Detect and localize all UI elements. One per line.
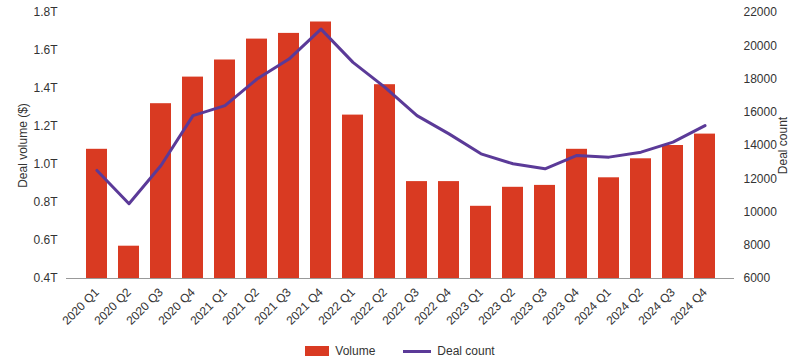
svg-text:2023 Q4: 2023 Q4 bbox=[539, 285, 582, 328]
svg-text:1.0T: 1.0T bbox=[33, 157, 58, 171]
svg-text:2024 Q1: 2024 Q1 bbox=[571, 285, 614, 328]
svg-text:1.4T: 1.4T bbox=[33, 81, 58, 95]
svg-text:12000: 12000 bbox=[744, 172, 778, 186]
svg-text:14000: 14000 bbox=[744, 138, 778, 152]
svg-text:2024 Q2: 2024 Q2 bbox=[603, 285, 646, 328]
svg-text:2020 Q4: 2020 Q4 bbox=[155, 285, 198, 328]
svg-text:8000: 8000 bbox=[744, 238, 771, 252]
svg-text:2022 Q3: 2022 Q3 bbox=[379, 285, 422, 328]
html-text:Deal count: Deal count bbox=[437, 344, 495, 358]
svg-text:1.6T: 1.6T bbox=[33, 43, 58, 57]
svg-text:20000: 20000 bbox=[744, 39, 778, 53]
svg-text:16000: 16000 bbox=[744, 105, 778, 119]
svg-text:2024 Q3: 2024 Q3 bbox=[635, 285, 678, 328]
svg-text:0.4T: 0.4T bbox=[33, 271, 58, 285]
svg-text:18000: 18000 bbox=[744, 72, 778, 86]
svg-text:2024 Q4: 2024 Q4 bbox=[667, 285, 710, 328]
svg-text:1.2T: 1.2T bbox=[33, 119, 58, 133]
svg-text:1.8T: 1.8T bbox=[33, 5, 58, 19]
svg-text:2022 Q4: 2022 Q4 bbox=[411, 285, 454, 328]
svg-text:2023 Q2: 2023 Q2 bbox=[475, 285, 518, 328]
svg-text:22000: 22000 bbox=[744, 5, 778, 19]
svg-text:2021 Q4: 2021 Q4 bbox=[283, 285, 326, 328]
svg-text:2021 Q1: 2021 Q1 bbox=[187, 285, 230, 328]
html-text:Volume: Volume bbox=[335, 344, 376, 358]
svg-text:0.6T: 0.6T bbox=[33, 233, 58, 247]
svg-text:2020 Q3: 2020 Q3 bbox=[123, 285, 166, 328]
svg-text:Deal count: Deal count bbox=[776, 116, 790, 174]
svg-text:2022 Q1: 2022 Q1 bbox=[315, 285, 358, 328]
svg-text:6000: 6000 bbox=[744, 271, 771, 285]
svg-text:10000: 10000 bbox=[744, 205, 778, 219]
svg-text:2022 Q2: 2022 Q2 bbox=[347, 285, 390, 328]
svg-text:Deal volume ($): Deal volume ($) bbox=[16, 103, 30, 188]
svg-text:2020 Q2: 2020 Q2 bbox=[91, 285, 134, 328]
svg-text:2021 Q2: 2021 Q2 bbox=[219, 285, 262, 328]
svg-text:2023 Q3: 2023 Q3 bbox=[507, 285, 550, 328]
svg-text:0.8T: 0.8T bbox=[33, 195, 58, 209]
svg-text:2023 Q1: 2023 Q1 bbox=[443, 285, 486, 328]
svg-text:2020 Q1: 2020 Q1 bbox=[59, 285, 102, 328]
svg-text:2021 Q3: 2021 Q3 bbox=[251, 285, 294, 328]
